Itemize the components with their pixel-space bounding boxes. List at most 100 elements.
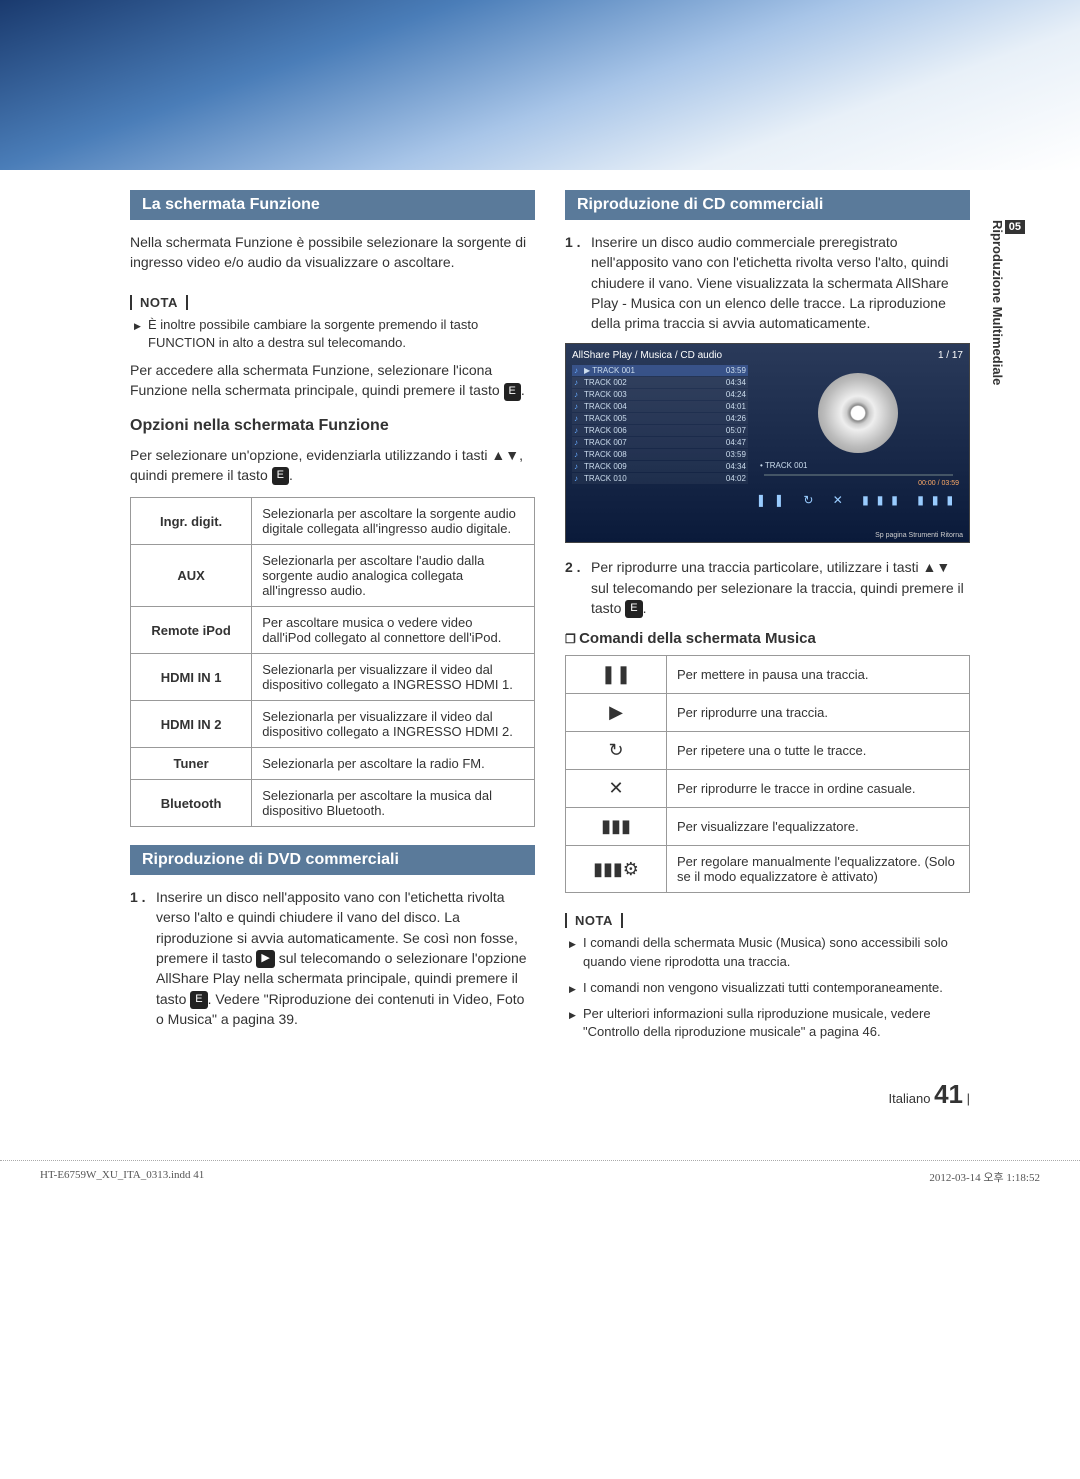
ss-controls: ❚❚ ↻ ✕ ▮▮▮ ▮▮▮: [756, 493, 961, 507]
note-item: I comandi della schermata Music (Musica)…: [565, 934, 970, 970]
option-row: BluetoothSelezionarla per ascoltare la m…: [131, 780, 535, 827]
ss-track-row: ♪TRACK 00605:07: [572, 425, 748, 436]
option-key: Ingr. digit.: [131, 498, 252, 545]
step-text: Inserire un disco audio commerciale prer…: [591, 232, 970, 333]
options-table: Ingr. digit.Selezionarla per ascoltare l…: [130, 497, 535, 827]
option-desc: Selezionarla per ascoltare la musica dal…: [252, 780, 535, 827]
option-desc: Selezionarla per ascoltare l'audio dalla…: [252, 545, 535, 607]
control-row: ▮▮▮Per visualizzare l'equalizzatore.: [566, 808, 970, 846]
right-column: Riproduzione di CD commerciali 1 . Inser…: [565, 190, 970, 1049]
option-key: AUX: [131, 545, 252, 607]
control-desc: Per mettere in pausa una traccia.: [667, 656, 970, 694]
ss-track-row: ♪TRACK 00204:34: [572, 377, 748, 388]
left-column: La schermata Funzione Nella schermata Fu…: [130, 190, 535, 1049]
ss-counter: 1 / 17: [938, 350, 963, 361]
funzione-intro: Nella schermata Funzione è possibile sel…: [130, 232, 535, 273]
ss-track-row: ♪TRACK 00704:47: [572, 437, 748, 448]
enter-icon: E: [190, 991, 207, 1009]
ss-track-row: ♪▶ TRACK 00103:59: [572, 365, 748, 376]
enter-icon: E: [272, 467, 289, 485]
text: Per selezionare un'opzione, evidenziarla…: [130, 447, 523, 483]
ss-track-row: ♪TRACK 00904:34: [572, 461, 748, 472]
opzioni-heading: Opzioni nella schermata Funzione: [130, 417, 535, 435]
play-icon: ▶: [256, 950, 274, 968]
option-row: Remote iPodPer ascoltare musica o vedere…: [131, 607, 535, 654]
option-key: HDMI IN 1: [131, 654, 252, 701]
header-gradient: [0, 0, 1080, 170]
option-row: TunerSelezionarla per ascoltare la radio…: [131, 748, 535, 780]
control-desc: Per visualizzare l'equalizzatore.: [667, 808, 970, 846]
enter-icon: E: [625, 600, 642, 618]
option-desc: Selezionarla per ascoltare la sorgente a…: [252, 498, 535, 545]
note-item: Per ulteriori informazioni sulla riprodu…: [565, 1005, 970, 1041]
print-date: 2012-03-14 오후 1:18:52: [929, 1169, 1040, 1185]
ss-progress: [764, 474, 952, 476]
ss-track-list: ♪▶ TRACK 00103:59♪TRACK 00204:34♪TRACK 0…: [572, 365, 748, 515]
control-desc: Per ripetere una o tutte le tracce.: [667, 732, 970, 770]
note-function-remote: È inoltre possibile cambiare la sorgente…: [130, 316, 535, 352]
ss-track-row: ♪TRACK 01004:02: [572, 473, 748, 484]
option-key: Bluetooth: [131, 780, 252, 827]
dvd-step-1: 1 . Inserire un disco nell'apposito vano…: [130, 887, 535, 1029]
option-desc: Selezionarla per ascoltare la radio FM.: [252, 748, 535, 780]
page-content: 05 Riproduzione Multimediale La schermat…: [0, 170, 1080, 1140]
step-text: Per riprodurre una traccia particolare, …: [591, 557, 970, 618]
option-row: HDMI IN 1Selezionarla per visualizzare i…: [131, 654, 535, 701]
nota-label: NOTA: [565, 913, 623, 928]
control-icon: ▶: [566, 694, 667, 732]
section-cd: Riproduzione di CD commerciali: [565, 190, 970, 220]
ss-breadcrumb: AllShare Play / Musica / CD audio: [572, 350, 722, 361]
control-desc: Per regolare manualmente l'equalizzatore…: [667, 846, 970, 893]
chapter-tab: 05 Riproduzione Multimediale: [990, 220, 1025, 385]
step-number: 1 .: [130, 887, 156, 1029]
control-row: ▮▮▮⚙Per regolare manualmente l'equalizza…: [566, 846, 970, 893]
control-icon: ↻: [566, 732, 667, 770]
control-icon: ▮▮▮⚙: [566, 846, 667, 893]
control-row: ↻Per ripetere una o tutte le tracce.: [566, 732, 970, 770]
control-row: ▶Per riprodurre una traccia.: [566, 694, 970, 732]
step-text: Inserire un disco nell'apposito vano con…: [156, 887, 535, 1029]
option-key: HDMI IN 2: [131, 701, 252, 748]
control-desc: Per riprodurre una traccia.: [667, 694, 970, 732]
text: Per riprodurre una traccia particolare, …: [591, 559, 964, 616]
ss-track-row: ♪TRACK 00304:24: [572, 389, 748, 400]
control-icon: ✕: [566, 770, 667, 808]
ss-preview: • TRACK 001 00:00 / 03:59 ❚❚ ↻ ✕ ▮▮▮ ▮▮▮: [754, 365, 963, 515]
ss-now-playing: • TRACK 001: [760, 461, 808, 470]
option-row: HDMI IN 2Selezionarla per visualizzare i…: [131, 701, 535, 748]
control-row: ❚❚Per mettere in pausa una traccia.: [566, 656, 970, 694]
section-funzione: La schermata Funzione: [130, 190, 535, 220]
text: .: [643, 600, 647, 616]
disc-icon: [818, 373, 898, 453]
control-icon: ❚❚: [566, 656, 667, 694]
allshare-screenshot: AllShare Play / Musica / CD audio 1 / 17…: [565, 343, 970, 543]
cd-step-1: 1 . Inserire un disco audio commerciale …: [565, 232, 970, 333]
print-file: HT-E6759W_XU_ITA_0313.indd 41: [40, 1169, 204, 1185]
section-dvd: Riproduzione di DVD commerciali: [130, 845, 535, 875]
controls-table: ❚❚Per mettere in pausa una traccia.▶Per …: [565, 655, 970, 893]
text: Per accedere alla schermata Funzione, se…: [130, 362, 504, 398]
text: . Vedere "Riproduzione dei contenuti in …: [156, 991, 524, 1027]
option-desc: Per ascoltare musica o vedere video dall…: [252, 607, 535, 654]
comandi-heading: Comandi della schermata Musica: [565, 630, 970, 647]
print-metadata: HT-E6759W_XU_ITA_0313.indd 41 2012-03-14…: [0, 1160, 1080, 1193]
page-number: 41: [934, 1079, 963, 1109]
option-key: Remote iPod: [131, 607, 252, 654]
nota-label: NOTA: [130, 295, 188, 310]
control-desc: Per riprodurre le tracce in ordine casua…: [667, 770, 970, 808]
footer-lang: Italiano: [889, 1091, 931, 1106]
text: .: [289, 467, 293, 483]
option-desc: Selezionarla per visualizzare il video d…: [252, 701, 535, 748]
opzioni-intro: Per selezionare un'opzione, evidenziarla…: [130, 445, 535, 486]
text: .: [521, 382, 525, 398]
enter-icon: E: [504, 383, 521, 401]
chapter-title: Riproduzione Multimediale: [990, 220, 1005, 385]
chapter-number: 05: [1005, 220, 1025, 234]
step-number: 2 .: [565, 557, 591, 618]
control-row: ✕Per riprodurre le tracce in ordine casu…: [566, 770, 970, 808]
funzione-access: Per accedere alla schermata Funzione, se…: [130, 360, 535, 401]
option-row: Ingr. digit.Selezionarla per ascoltare l…: [131, 498, 535, 545]
note-item: I comandi non vengono visualizzati tutti…: [565, 979, 970, 997]
ss-time: 00:00 / 03:59: [918, 480, 959, 487]
footer-bar: |: [967, 1091, 970, 1106]
